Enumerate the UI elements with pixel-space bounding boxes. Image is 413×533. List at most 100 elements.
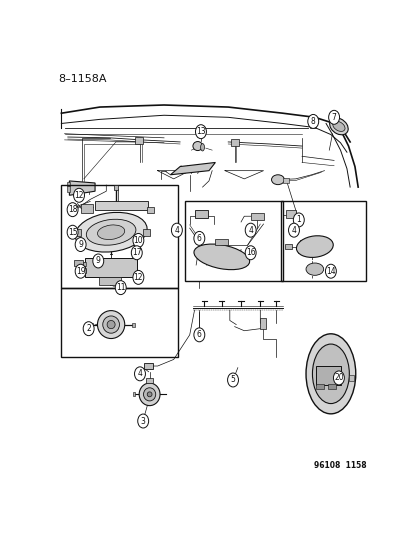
Text: 18: 18 (68, 205, 77, 214)
Text: 10: 10 (133, 236, 143, 245)
Text: 14: 14 (325, 266, 335, 276)
Ellipse shape (305, 334, 355, 414)
Ellipse shape (107, 320, 115, 329)
Ellipse shape (312, 344, 349, 403)
Bar (285, 244, 291, 249)
Bar (349, 375, 354, 381)
Text: 6: 6 (197, 234, 201, 243)
Ellipse shape (147, 392, 152, 397)
Bar (280, 201, 366, 281)
Circle shape (74, 188, 84, 202)
Ellipse shape (139, 383, 160, 406)
Bar (135, 136, 143, 144)
Bar (146, 378, 153, 383)
Bar (185, 201, 282, 281)
Circle shape (325, 264, 335, 278)
Text: 9: 9 (95, 256, 100, 265)
Bar (61, 185, 178, 288)
Text: 12: 12 (74, 191, 83, 200)
Text: 6: 6 (197, 330, 201, 340)
Bar (74, 260, 83, 266)
Ellipse shape (192, 142, 202, 150)
Ellipse shape (271, 175, 284, 184)
Text: 4: 4 (137, 369, 142, 378)
Text: 5: 5 (230, 375, 235, 384)
Ellipse shape (86, 219, 135, 245)
Bar (195, 209, 207, 218)
Bar (133, 392, 135, 397)
Bar (309, 124, 315, 127)
Polygon shape (69, 181, 95, 195)
Circle shape (171, 223, 182, 237)
Bar (250, 213, 263, 220)
Circle shape (75, 264, 86, 278)
Bar (95, 201, 148, 209)
Text: 1: 1 (296, 215, 300, 224)
Bar (67, 186, 70, 192)
Bar (83, 268, 86, 273)
Ellipse shape (332, 121, 344, 132)
Ellipse shape (97, 311, 124, 338)
Ellipse shape (75, 212, 147, 252)
Bar (83, 262, 86, 266)
Bar (316, 366, 341, 385)
Circle shape (133, 270, 143, 284)
Circle shape (133, 233, 143, 247)
Ellipse shape (329, 118, 347, 135)
Bar (285, 211, 296, 218)
Ellipse shape (296, 236, 332, 257)
Ellipse shape (102, 316, 119, 333)
Text: 9: 9 (78, 240, 83, 249)
Text: 15: 15 (68, 228, 77, 237)
Circle shape (193, 328, 204, 342)
Bar (327, 384, 335, 389)
Text: 8–1158A: 8–1158A (58, 74, 107, 84)
Circle shape (67, 203, 78, 216)
Circle shape (134, 367, 145, 381)
Text: 2: 2 (86, 324, 91, 333)
Circle shape (293, 213, 304, 227)
Text: 20: 20 (333, 374, 343, 382)
Bar (282, 178, 288, 183)
Bar (74, 229, 81, 236)
Bar (90, 322, 93, 327)
Bar (316, 384, 324, 389)
Bar (143, 229, 150, 236)
Text: 17: 17 (132, 248, 141, 257)
Text: 8: 8 (310, 117, 315, 126)
Circle shape (195, 125, 206, 139)
Circle shape (244, 246, 256, 260)
Circle shape (193, 231, 204, 245)
Text: 96108  1158: 96108 1158 (313, 461, 365, 470)
Bar (260, 318, 266, 329)
Bar (61, 288, 178, 358)
Text: 11: 11 (116, 283, 125, 292)
Text: 16: 16 (245, 248, 255, 257)
Circle shape (93, 254, 104, 268)
Circle shape (138, 414, 148, 428)
Bar (144, 363, 153, 369)
Circle shape (307, 115, 318, 128)
Ellipse shape (200, 143, 204, 151)
Bar (81, 204, 93, 213)
Text: 12: 12 (133, 273, 143, 282)
Text: 19: 19 (76, 266, 85, 276)
Text: 3: 3 (140, 416, 145, 425)
Bar (85, 257, 136, 277)
Ellipse shape (305, 263, 323, 276)
Text: 4: 4 (174, 225, 179, 235)
Polygon shape (170, 163, 215, 175)
Circle shape (332, 371, 344, 385)
Circle shape (288, 223, 299, 237)
Circle shape (115, 281, 126, 295)
Bar (231, 139, 239, 146)
Bar (215, 239, 228, 245)
Bar (147, 207, 154, 213)
Text: 13: 13 (196, 127, 205, 136)
Bar (114, 185, 118, 190)
Circle shape (328, 110, 339, 124)
Text: 4: 4 (248, 225, 252, 235)
Circle shape (244, 223, 256, 237)
Bar (132, 322, 134, 327)
Circle shape (227, 373, 238, 387)
